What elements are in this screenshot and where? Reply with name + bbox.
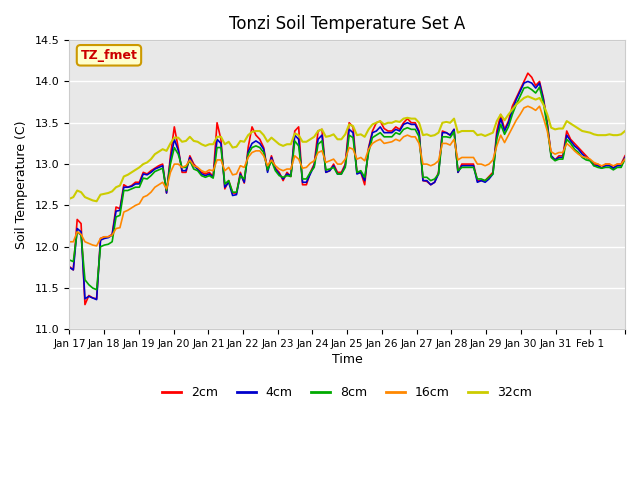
Line: 8cm: 8cm — [69, 87, 625, 290]
8cm — [516, 94, 524, 99]
8cm — [108, 239, 116, 245]
Text: TZ_fmet: TZ_fmet — [81, 49, 138, 62]
32cm — [65, 196, 73, 202]
2cm — [151, 165, 159, 171]
8cm — [65, 257, 73, 263]
2cm — [65, 264, 73, 269]
16cm — [108, 232, 116, 238]
32cm — [151, 151, 159, 157]
4cm — [108, 232, 116, 238]
4cm — [93, 297, 100, 302]
16cm — [621, 156, 629, 162]
4cm — [466, 163, 474, 168]
Line: 32cm: 32cm — [69, 96, 625, 201]
4cm — [241, 180, 248, 185]
2cm — [108, 231, 116, 237]
8cm — [621, 156, 629, 162]
16cm — [65, 239, 73, 245]
4cm — [524, 79, 532, 84]
2cm — [621, 153, 629, 159]
32cm — [108, 189, 116, 194]
16cm — [524, 103, 532, 109]
32cm — [621, 128, 629, 134]
Line: 16cm: 16cm — [69, 106, 625, 246]
Line: 4cm: 4cm — [69, 82, 625, 300]
2cm — [241, 180, 248, 186]
Title: Tonzi Soil Temperature Set A: Tonzi Soil Temperature Set A — [229, 15, 465, 33]
4cm — [528, 80, 536, 86]
32cm — [524, 94, 532, 99]
Y-axis label: Soil Temperature (C): Soil Temperature (C) — [15, 120, 28, 249]
4cm — [65, 264, 73, 270]
2cm — [516, 87, 524, 93]
2cm — [466, 161, 474, 167]
8cm — [524, 84, 532, 90]
4cm — [516, 88, 524, 94]
8cm — [93, 287, 100, 293]
4cm — [151, 166, 159, 172]
32cm — [93, 198, 100, 204]
32cm — [528, 95, 536, 101]
16cm — [466, 155, 474, 160]
32cm — [241, 139, 248, 144]
16cm — [241, 165, 248, 170]
8cm — [528, 87, 536, 93]
2cm — [524, 70, 532, 76]
8cm — [466, 165, 474, 170]
16cm — [151, 184, 159, 190]
8cm — [151, 168, 159, 174]
8cm — [241, 176, 248, 182]
2cm — [81, 302, 89, 308]
Legend: 2cm, 4cm, 8cm, 16cm, 32cm: 2cm, 4cm, 8cm, 16cm, 32cm — [157, 381, 537, 404]
4cm — [621, 155, 629, 160]
2cm — [528, 74, 536, 80]
16cm — [528, 105, 536, 111]
32cm — [516, 98, 524, 104]
32cm — [466, 128, 474, 134]
Line: 2cm: 2cm — [69, 73, 625, 305]
16cm — [516, 112, 524, 118]
X-axis label: Time: Time — [332, 353, 363, 366]
16cm — [93, 243, 100, 249]
